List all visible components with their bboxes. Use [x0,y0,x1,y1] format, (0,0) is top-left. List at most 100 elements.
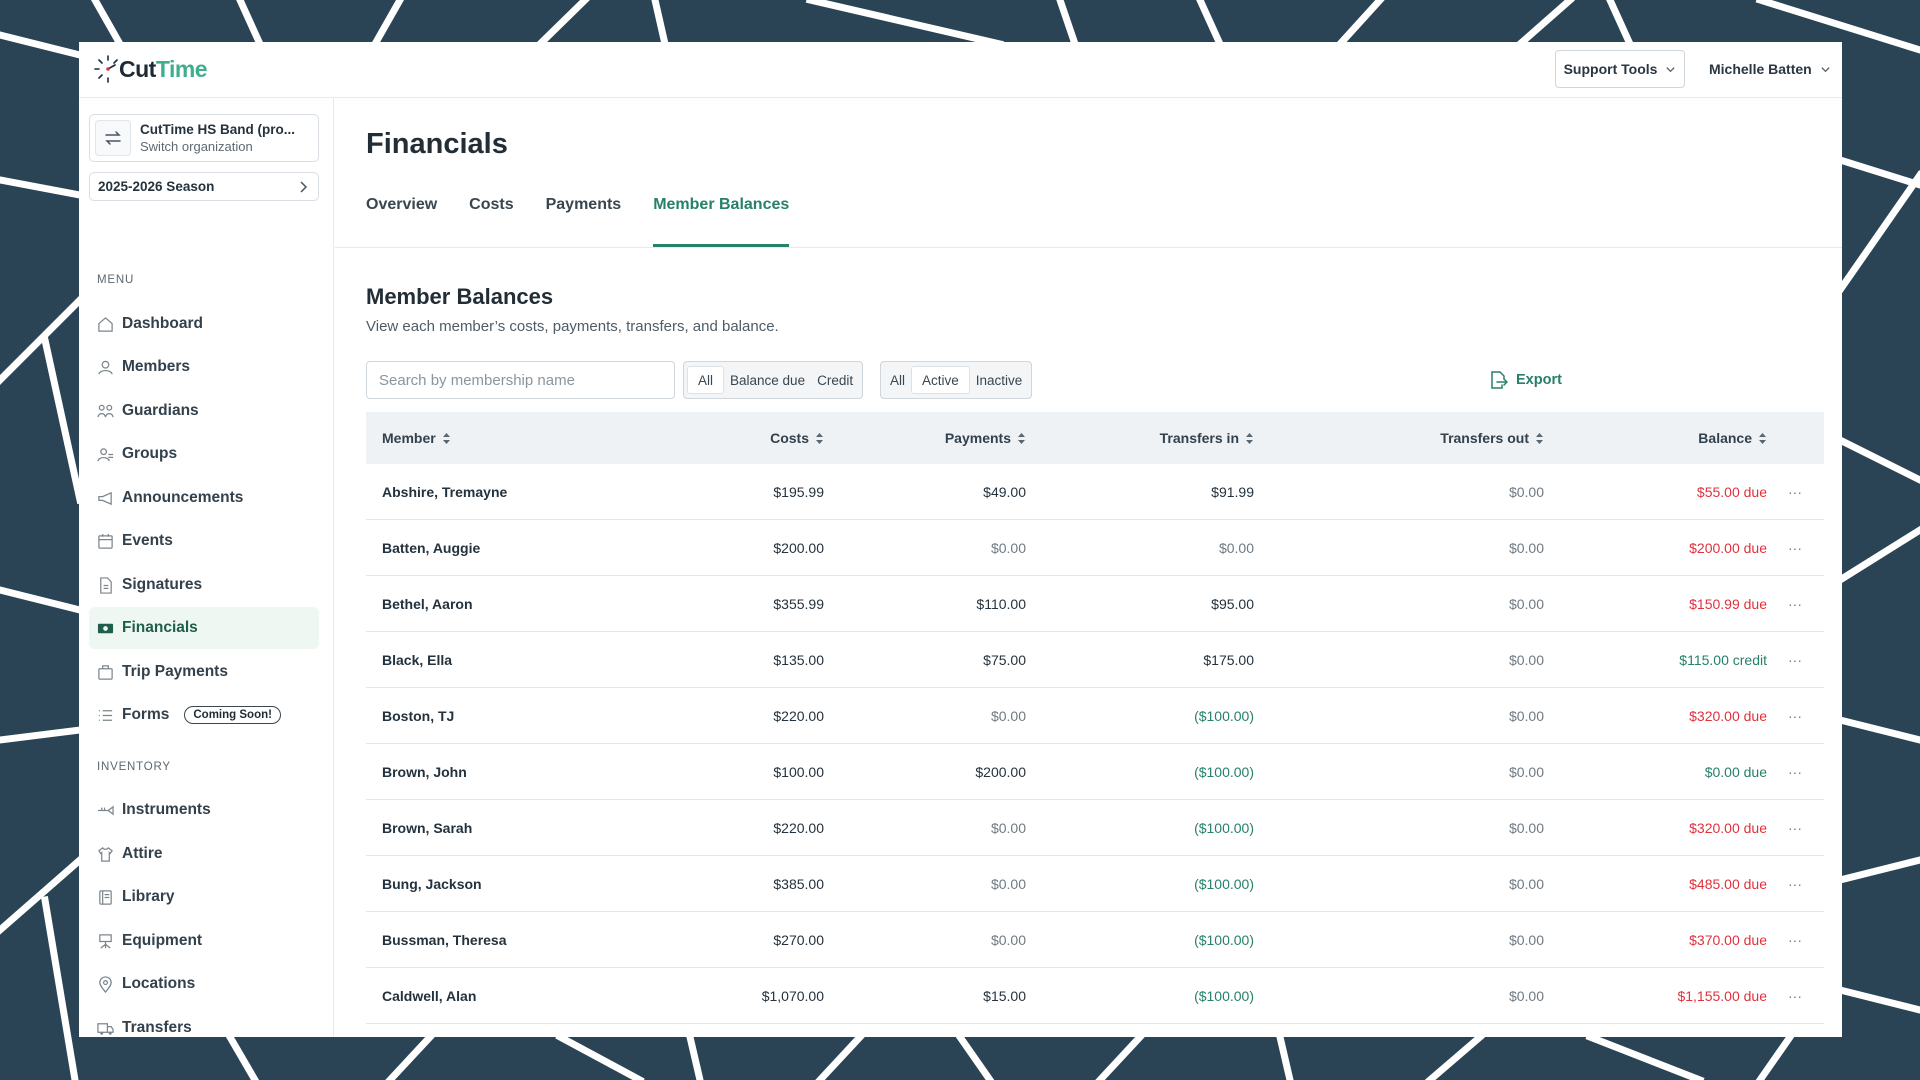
more-options-icon[interactable]: ··· [1788,707,1802,724]
more-options-icon[interactable]: ··· [1788,539,1802,556]
more-options-icon[interactable]: ··· [1788,651,1802,668]
more-options-icon[interactable]: ··· [1788,819,1802,836]
sidebar-item-locations[interactable]: Locations [89,963,319,1005]
column-balance[interactable]: Balance [1698,412,1767,464]
column-transfers-out[interactable]: Transfers out [1440,412,1544,464]
sort-icon [1018,432,1025,444]
balance-value: $485.00 due [1689,875,1767,892]
costs-value: $135.00 [773,651,824,668]
section-description: View each member’s costs, payments, tran… [366,318,779,335]
sidebar-item-equipment[interactable]: Equipment [89,920,319,962]
tab-member-balances[interactable]: Member Balances [653,196,790,247]
trumpet-icon [97,804,114,816]
sidebar-item-attire[interactable]: Attire [89,833,319,875]
clock-burst-icon [94,55,118,83]
chevron-down-icon [1666,66,1676,72]
more-options-icon[interactable]: ··· [1788,483,1802,500]
more-options-icon[interactable]: ··· [1788,931,1802,948]
table-row: Caldwell, Alan $1,070.00 $15.00 ($100.00… [366,968,1824,1024]
search-input[interactable] [366,361,675,399]
transfers-out-value: $0.00 [1508,987,1544,1004]
sidebar-item-forms[interactable]: Forms Coming Soon! [89,694,319,736]
status-filter-all[interactable]: All [890,372,906,388]
cuttime-logo[interactable]: CutTime [93,50,208,88]
balance-value: $370.00 due [1689,931,1767,948]
member-name[interactable]: Brown, John [382,763,467,780]
tab-payments[interactable]: Payments [545,196,622,213]
sidebar-item-events[interactable]: Events [89,520,319,562]
sidebar-item-financials[interactable]: Financials [89,607,319,649]
member-name[interactable]: Bethel, Aaron [382,595,473,612]
status-filter: All Active Inactive [880,361,1033,399]
member-name[interactable]: Caldwell, Alan [382,987,477,1004]
groups-icon [97,447,114,461]
sidebar-item-label: Dashboard [122,315,203,332]
sidebar-item-signatures[interactable]: Signatures [89,564,319,606]
column-member[interactable]: Member [382,412,451,464]
costs-value: $385.00 [773,875,824,892]
column-transfers-in[interactable]: Transfers in [1160,412,1254,464]
balance-filter-due[interactable]: Balance due [730,372,806,388]
balance-value: $115.00 credit [1679,651,1767,668]
coming-soon-badge: Coming Soon! [184,706,281,724]
user-menu-button[interactable]: Michelle Batten [1709,50,1831,88]
costs-value: $220.00 [773,819,824,836]
transfers-out-value: $0.00 [1508,931,1544,948]
sidebar-item-label: Attire [122,845,163,862]
member-name[interactable]: Brown, Sarah [382,819,473,836]
transfers-in-value: $0.00 [1218,539,1254,556]
tab-overview[interactable]: Overview [366,196,438,213]
more-options-icon[interactable]: ··· [1788,595,1802,612]
sidebar-item-members[interactable]: Members [89,346,319,388]
tab-costs[interactable]: Costs [469,196,514,213]
sidebar-item-groups[interactable]: Groups [89,433,319,475]
sidebar-item-dashboard[interactable]: Dashboard [89,303,319,345]
organization-switcher[interactable]: CutTime HS Band (pro... Switch organizat… [89,114,319,162]
sidebar-item-label: Financials [122,619,198,636]
member-name[interactable]: Boston, TJ [382,707,455,724]
sidebar-item-label: Locations [122,975,196,992]
sidebar-item-instruments[interactable]: Instruments [89,789,319,831]
payments-value: $0.00 [990,875,1026,892]
pin-icon [99,975,112,993]
sidebar-item-label: Equipment [122,932,203,949]
export-button[interactable]: Export [1488,366,1562,394]
sidebar-item-announcements[interactable]: Announcements [89,477,319,519]
transfers-in-value: ($100.00) [1194,763,1254,780]
user-name: Michelle Batten [1709,61,1812,77]
column-label: Payments [944,430,1011,446]
top-header: CutTime Support Tools Michelle Batten [79,42,1842,98]
transfers-out-value: $0.00 [1508,651,1544,668]
balance-value: $150.99 due [1689,595,1767,612]
member-name[interactable]: Bung, Jackson [382,875,482,892]
payments-value: $0.00 [990,931,1026,948]
more-options-icon[interactable]: ··· [1788,987,1802,1004]
column-label: Member [382,430,436,446]
column-label: Transfers out [1440,430,1529,446]
member-name[interactable]: Bussman, Theresa [382,931,507,948]
member-name[interactable]: Abshire, Tremayne [382,483,508,500]
more-options-icon[interactable]: ··· [1788,763,1802,780]
sidebar-item-guardians[interactable]: Guardians [89,390,319,432]
status-filter-active[interactable]: Active [911,366,970,394]
logo-text-cut: Cut [119,55,156,82]
member-name[interactable]: Batten, Auggie [382,539,481,556]
list-icon [98,709,113,721]
page-title: Financials [366,128,508,160]
balance-filter-credit[interactable]: Credit [817,372,854,388]
season-selector[interactable]: 2025-2026 Season [89,172,319,201]
column-costs[interactable]: Costs [770,412,824,464]
table-row: Black, Ella $135.00 $75.00 $175.00 $0.00… [366,632,1824,688]
sidebar-item-trip-payments[interactable]: Trip Payments [89,651,319,693]
member-name[interactable]: Black, Ella [382,651,453,668]
more-options-icon[interactable]: ··· [1788,875,1802,892]
balance-filter-all[interactable]: All [687,366,725,394]
column-payments[interactable]: Payments [945,412,1026,464]
shirt-icon [98,846,113,862]
balance-filter: All Balance due Credit [683,361,864,399]
transfers-out-value: $0.00 [1508,819,1544,836]
support-tools-button[interactable]: Support Tools [1555,50,1685,88]
sidebar-item-transfers[interactable]: Transfers [89,1007,319,1037]
sidebar-item-library[interactable]: Library [89,876,319,918]
status-filter-inactive[interactable]: Inactive [975,372,1023,388]
